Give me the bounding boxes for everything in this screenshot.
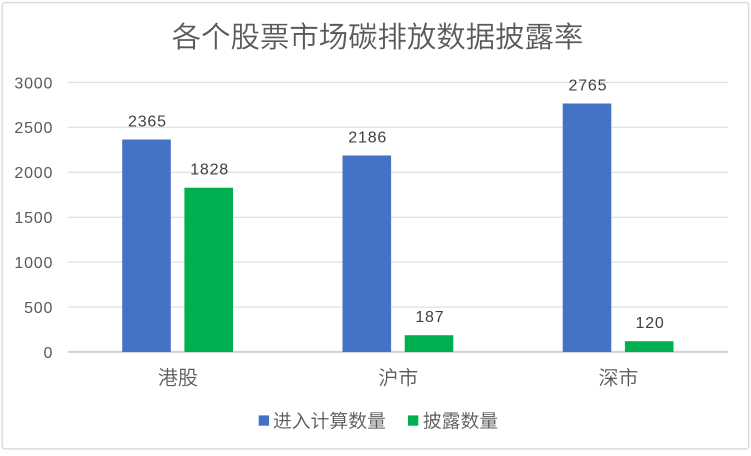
svg-text:2765: 2765 (569, 77, 608, 94)
svg-text:1500: 1500 (14, 210, 53, 227)
svg-text:120: 120 (636, 315, 665, 332)
svg-text:2000: 2000 (14, 165, 53, 182)
svg-text:500: 500 (24, 300, 53, 317)
svg-text:0: 0 (43, 345, 53, 362)
svg-text:2500: 2500 (14, 120, 53, 137)
svg-text:2186: 2186 (348, 129, 387, 146)
svg-text:187: 187 (415, 309, 444, 326)
svg-text:3000: 3000 (14, 75, 53, 92)
svg-text:2365: 2365 (128, 113, 167, 130)
svg-text:1000: 1000 (14, 255, 53, 272)
svg-text:1828: 1828 (190, 162, 229, 179)
